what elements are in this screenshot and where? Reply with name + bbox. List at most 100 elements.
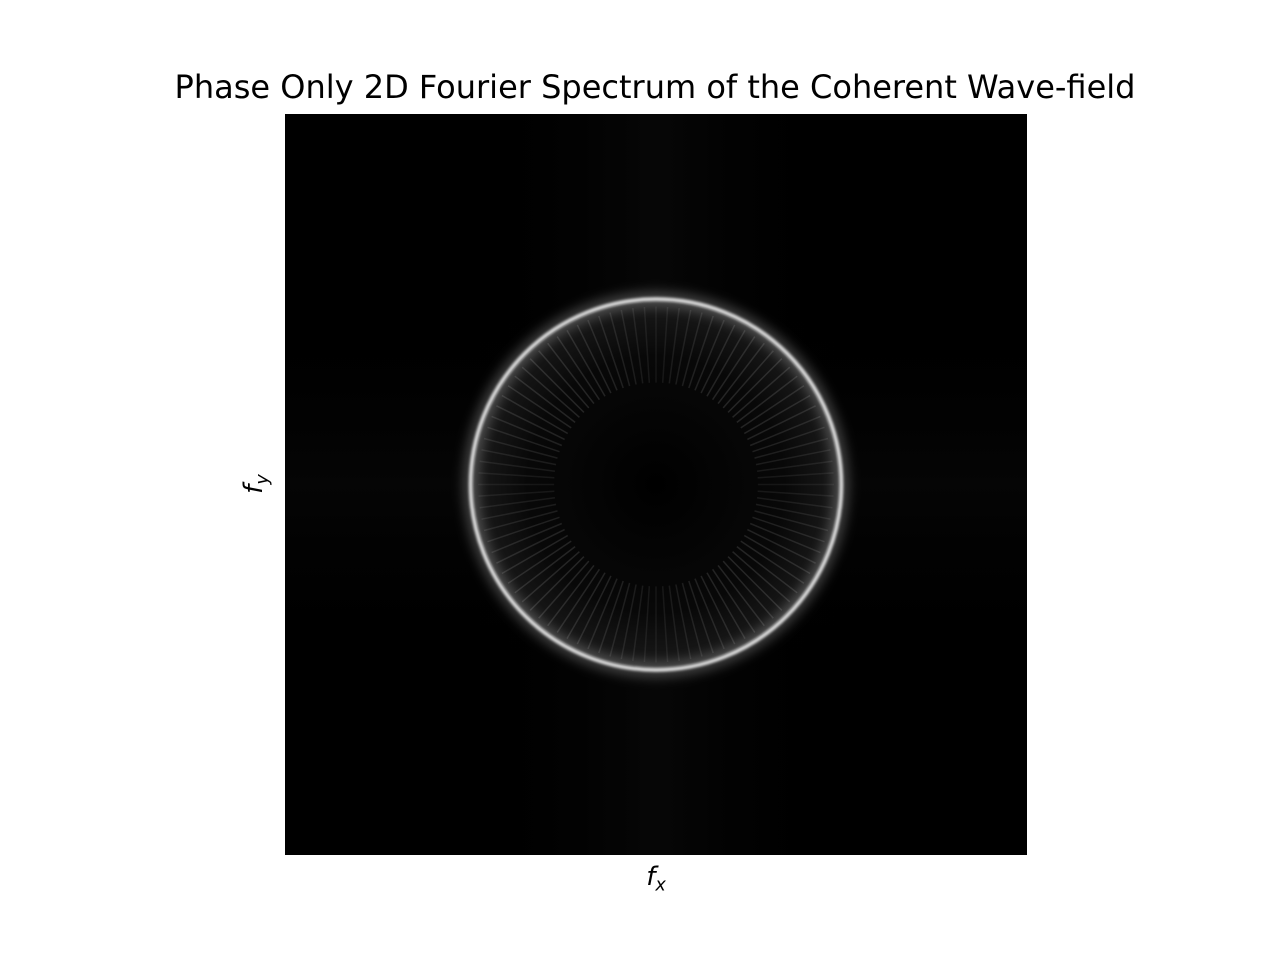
fringe-line (566, 572, 606, 639)
fringe-line (754, 510, 829, 532)
fringe-line (736, 375, 798, 423)
fringe-line (566, 330, 606, 397)
fringe-line (609, 312, 631, 387)
chart-title: Phase Only 2D Fourier Spectrum of the Co… (174, 68, 1136, 106)
fringe-line (491, 415, 563, 447)
fringe-line (501, 394, 569, 435)
fringe-line (632, 308, 644, 384)
fringe-line (483, 510, 558, 532)
fringe-line (483, 437, 558, 459)
fringe-line (747, 405, 816, 441)
fringe-line (757, 490, 834, 497)
fringe-line (722, 350, 774, 409)
fringe-line (694, 578, 725, 650)
fringe-line (681, 582, 703, 657)
fringe-line (598, 315, 624, 389)
fringe-line (727, 556, 783, 611)
fringe-line (757, 497, 833, 509)
fringe-line (727, 358, 783, 413)
fringe-line (487, 426, 560, 453)
fringe-line (675, 584, 692, 660)
fringe-line (598, 580, 624, 654)
x-axis-label: fx (285, 862, 1027, 896)
fringe-line (507, 540, 572, 584)
fringe-line (507, 385, 572, 429)
fringe-line (752, 516, 825, 543)
fringe-line (675, 309, 692, 385)
fringe-line (487, 516, 560, 543)
fringe-line (717, 564, 765, 627)
fringe-line (496, 405, 565, 441)
fringe-line (755, 449, 831, 466)
fringe-line (743, 394, 811, 435)
fringe-line (609, 582, 631, 657)
fringe-line (661, 586, 669, 663)
fringe-line (479, 497, 555, 509)
fringe-line (711, 568, 756, 633)
fringe-line (706, 330, 746, 397)
fringe-line (717, 342, 765, 405)
fringe-line (732, 366, 791, 418)
fringe-line (481, 503, 557, 520)
spectrum-ring (463, 292, 849, 677)
fringe-line (757, 460, 833, 472)
fringe-line (736, 546, 798, 594)
fringe-line (478, 472, 555, 479)
fringe-line (722, 560, 774, 619)
fringe-line (757, 472, 834, 479)
fringe-line (529, 556, 585, 611)
fringe-line (521, 366, 580, 418)
fringe-line (538, 560, 590, 619)
fringe-line (547, 564, 595, 627)
y-axis-label-base: f (239, 484, 270, 494)
interior-haze (472, 301, 840, 668)
fringe-line (668, 308, 680, 384)
fringe-line (643, 586, 651, 663)
fringe-line (688, 580, 714, 654)
fringe-line (478, 490, 555, 497)
fringe-line (740, 540, 805, 584)
fringe-line (740, 385, 805, 429)
fringe-line (743, 534, 811, 575)
fringe-line (711, 336, 756, 401)
y-axis-label-sub: y (252, 474, 273, 485)
fringe-line (632, 585, 644, 661)
x-axis-label-base: f (646, 862, 656, 892)
fringe-line (688, 315, 714, 389)
fringe-line (668, 585, 680, 661)
fringe-line (496, 528, 565, 564)
spectrum-image (285, 114, 1027, 855)
fringe-line (755, 503, 831, 520)
fringe-line (556, 336, 601, 401)
fringe-line (514, 546, 576, 594)
fringe-line (700, 324, 736, 394)
fringe-line (661, 306, 669, 383)
fringe-line (754, 437, 829, 459)
ring-core (468, 297, 844, 672)
fringe-line (749, 415, 821, 447)
fringe-line (538, 350, 590, 409)
fringe-line (576, 324, 612, 394)
fringe-line (747, 528, 816, 564)
fringe-line (529, 358, 585, 413)
fringe-line (576, 575, 612, 645)
fringe-line (556, 568, 601, 633)
fringe-line (643, 306, 651, 383)
fringe-line (514, 375, 576, 423)
fringe-line (749, 522, 821, 554)
fringe-line (681, 312, 703, 387)
fringe-line (481, 449, 557, 466)
fringe-line (479, 460, 555, 472)
interior-fringes (472, 301, 840, 668)
x-axis-label-sub: x (655, 875, 666, 896)
fringe-line (694, 319, 725, 391)
fringe-line (706, 572, 746, 639)
fringe-line (587, 319, 618, 391)
fringe-line (732, 551, 791, 603)
y-axis-label: fy (239, 474, 273, 494)
fringe-line (521, 551, 580, 603)
fringe-line (620, 584, 637, 660)
fringe-line (501, 534, 569, 575)
fringe-line (700, 575, 736, 645)
fringe-line (752, 426, 825, 453)
